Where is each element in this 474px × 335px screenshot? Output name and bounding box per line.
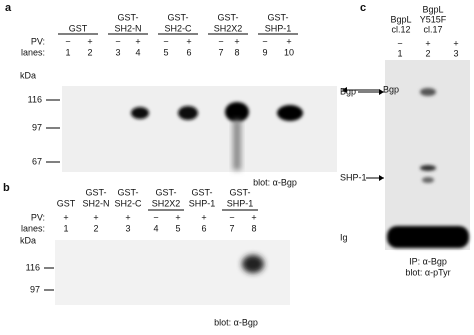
group-label: GST-	[117, 187, 138, 197]
lane-number: 7	[229, 223, 234, 233]
blot-a	[62, 86, 337, 172]
lane-number: 5	[175, 223, 180, 233]
pv-sign: −	[397, 38, 402, 48]
pv-sign: +	[286, 36, 291, 46]
group-label: GST-	[155, 187, 176, 197]
group-label: GST-	[267, 12, 288, 22]
lane-number: 5	[163, 47, 168, 57]
group-label: GST	[57, 198, 76, 208]
blot-c	[385, 60, 470, 250]
row-label: lanes:	[21, 47, 45, 57]
lane-number: 2	[93, 223, 98, 233]
pv-sign: +	[87, 36, 92, 46]
panel-label: b	[3, 182, 10, 194]
marker-label: 116	[28, 94, 42, 104]
group-label: SHP-1	[189, 198, 216, 208]
row-label: PV:	[31, 212, 45, 222]
pv-sign: −	[115, 36, 120, 46]
ip-label: IP: α-Bgp	[409, 256, 447, 266]
arrow-head	[379, 89, 384, 95]
lane-number: 1	[65, 47, 70, 57]
panel-label: a	[5, 2, 12, 14]
lane-number: 2	[425, 48, 430, 58]
blot-label: blot: α-Bgp	[253, 177, 297, 187]
pv-sign: +	[125, 212, 130, 222]
marker-label: 97	[32, 122, 42, 132]
band-label: Ig	[340, 232, 348, 242]
pv-sign: +	[135, 36, 140, 46]
arrow-head	[342, 87, 347, 93]
lane-number: 3	[453, 48, 458, 58]
pv-sign: +	[425, 38, 430, 48]
marker-label: 97	[30, 284, 40, 294]
pv-sign: +	[453, 38, 458, 48]
row-label: lanes:	[21, 223, 45, 233]
group-label: SH2-C	[164, 23, 192, 33]
group-label: GST-	[117, 12, 138, 22]
lane-number: 6	[201, 223, 206, 233]
group-label: GST-	[217, 12, 238, 22]
group-label: cl.17	[423, 24, 442, 34]
group-label: BgpL	[390, 14, 411, 24]
band-label: Bgp	[383, 84, 399, 94]
group-label: GST	[69, 23, 88, 33]
group-label: GST-	[85, 187, 106, 197]
pv-sign: +	[93, 212, 98, 222]
marker-label: kDa	[20, 70, 36, 80]
pv-sign: −	[65, 36, 70, 46]
arrow-head	[379, 175, 384, 181]
pv-sign: −	[262, 36, 267, 46]
pv-sign: +	[175, 212, 180, 222]
lane-number: 2	[87, 47, 92, 57]
marker-label: 67	[32, 156, 42, 166]
lane-number: 9	[262, 47, 267, 57]
group-label: SH2X2	[214, 23, 243, 33]
pv-sign: +	[186, 36, 191, 46]
pv-sign: +	[63, 212, 68, 222]
lane-number: 8	[251, 223, 256, 233]
group-label: SH2-N	[114, 23, 141, 33]
band-label: Bgp	[340, 86, 356, 96]
pv-sign: −	[153, 212, 158, 222]
marker-label: 116	[26, 262, 40, 272]
group-label: SH2-C	[114, 198, 142, 208]
lane-number: 4	[153, 223, 158, 233]
blot-label: blot: α-Bgp	[214, 317, 258, 327]
pv-sign: −	[163, 36, 168, 46]
row-label: PV:	[31, 36, 45, 46]
group-label: SHP-1	[227, 198, 254, 208]
lane-number: 7	[218, 47, 223, 57]
lane-number: 3	[125, 223, 130, 233]
group-label: BgpL	[422, 4, 443, 14]
group-label: GST-	[167, 12, 188, 22]
group-label: SHP-1	[265, 23, 292, 33]
lane-number: 4	[135, 47, 140, 57]
pv-sign: +	[251, 212, 256, 222]
band-label: SHP-1	[340, 172, 367, 182]
blot-b	[55, 240, 290, 305]
group-label: SH2X2	[152, 198, 181, 208]
blot-label: blot: α-pTyr	[405, 267, 450, 277]
group-label: cl.12	[391, 24, 410, 34]
group-label: Y515F	[420, 14, 447, 24]
pv-sign: −	[218, 36, 223, 46]
pv-sign: −	[229, 212, 234, 222]
lane-number: 6	[186, 47, 191, 57]
lane-number: 10	[284, 47, 294, 57]
lane-number: 8	[234, 47, 239, 57]
panel-label: c	[360, 2, 366, 14]
marker-label: kDa	[20, 235, 36, 245]
pv-sign: +	[201, 212, 206, 222]
lane-number: 1	[63, 223, 68, 233]
pv-sign: +	[234, 36, 239, 46]
group-label: GST-	[229, 187, 250, 197]
lane-number: 1	[397, 48, 402, 58]
group-label: GST-	[191, 187, 212, 197]
group-label: SH2-N	[82, 198, 109, 208]
lane-number: 3	[115, 47, 120, 57]
